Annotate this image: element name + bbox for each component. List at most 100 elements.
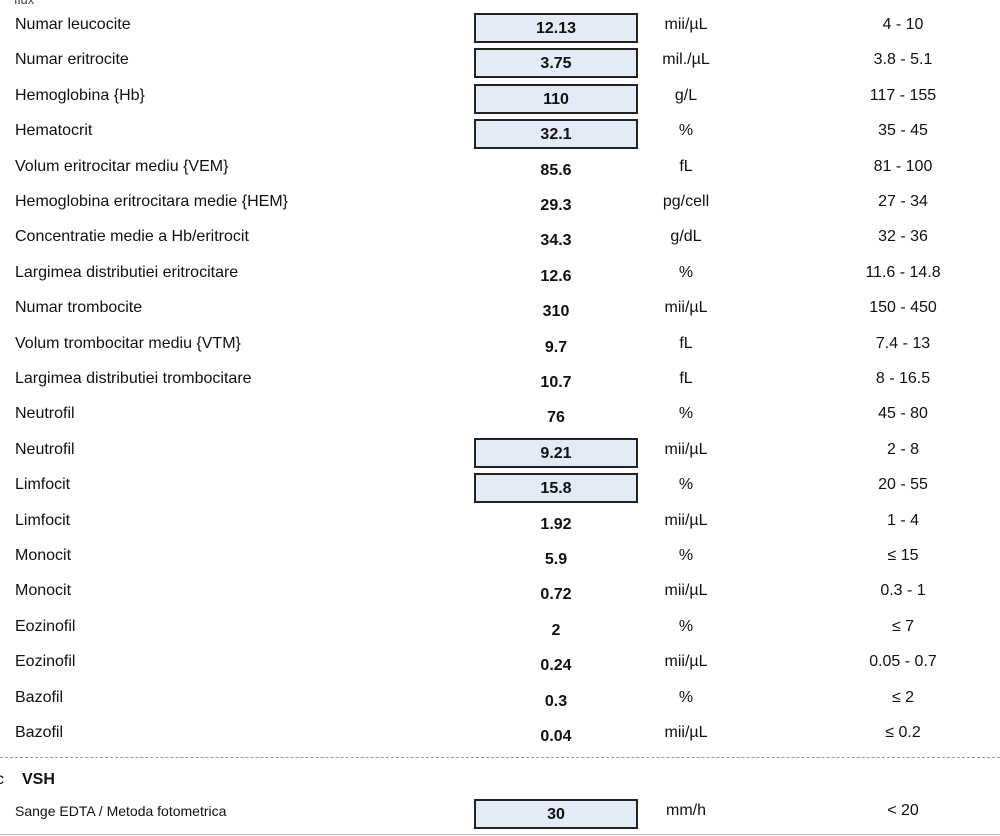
test-value: 0.24 (540, 657, 572, 675)
value-box (474, 48, 638, 79)
reference-range: ≤ 7 (891, 617, 915, 635)
value-box (474, 799, 638, 829)
test-value: 0.3 (544, 692, 568, 710)
test-value: 9.7 (544, 338, 568, 356)
cut-text: flux (14, 0, 34, 10)
reference-range: 81 - 100 (873, 157, 933, 175)
test-name: Neutrofil (15, 405, 75, 423)
test-name: Largimea distributiei eritrocitare (15, 263, 239, 281)
test-unit: % (678, 263, 694, 281)
test-value: 9.21 (540, 444, 572, 462)
test-unit: mii/µL (664, 440, 708, 458)
test-unit: mii/µL (664, 511, 708, 529)
test-unit: mii/µL (664, 299, 708, 317)
reference-range: 3.8 - 5.1 (873, 51, 933, 69)
test-name: Hemoglobina eritrocitara medie {HEM} (15, 193, 289, 210)
section-marker: c (0, 771, 4, 788)
reference-range: 27 - 34 (878, 193, 928, 210)
reference-range: < 20 (887, 802, 919, 819)
test-name: Numar eritrocite (15, 51, 129, 69)
reference-range: 7.4 - 13 (875, 334, 931, 352)
test-value: 5.9 (544, 551, 568, 568)
reference-range: ≤ 0.2 (885, 724, 921, 741)
test-name: Bazofil (15, 688, 64, 706)
test-value: 3.75 (540, 55, 572, 73)
reference-range: 0.3 - 1 (880, 582, 926, 600)
reference-range: 45 - 80 (878, 405, 928, 423)
value-box (474, 119, 638, 150)
test-unit: fL (679, 334, 693, 352)
test-name: Volum eritrocitar mediu {VEM} (15, 157, 229, 175)
test-value: 2 (551, 621, 561, 639)
test-name: Monocit (15, 547, 72, 564)
test-unit: pg/cell (662, 193, 710, 210)
reference-range: 11.6 - 14.8 (865, 263, 941, 281)
reference-range: ≤ 2 (891, 688, 915, 706)
reference-range: 8 - 16.5 (875, 370, 931, 387)
section-title: VSH (22, 771, 55, 788)
test-name: Monocit (15, 582, 72, 600)
test-name: Numar trombocite (15, 299, 143, 317)
test-name: Concentratie medie a Hb/eritrocit (15, 228, 249, 246)
test-unit: mii/µL (664, 16, 708, 33)
test-unit: mii/µL (664, 724, 708, 741)
test-name: Hemoglobina {Hb} (15, 86, 145, 104)
reference-range: 1 - 4 (886, 511, 919, 529)
test-name: Volum trombocitar mediu {VTM} (15, 334, 241, 352)
test-value: 29.3 (540, 197, 572, 214)
test-name: Limfocit (15, 476, 71, 494)
reference-range: 4 - 10 (882, 16, 924, 33)
value-box (474, 437, 638, 468)
reference-range: 150 - 450 (869, 299, 937, 317)
test-value: 30 (547, 806, 565, 823)
test-value: 12.13 (535, 20, 577, 37)
test-name: Neutrofil (15, 440, 75, 458)
test-unit: % (678, 405, 694, 423)
test-value: 32.1 (540, 126, 572, 144)
test-unit: % (678, 617, 694, 635)
reference-range: 32 - 36 (878, 228, 928, 246)
reference-range: 35 - 45 (878, 122, 928, 140)
test-value: 85.6 (540, 161, 572, 179)
test-unit: mii/µL (664, 653, 708, 671)
test-value: 0.72 (540, 586, 572, 604)
test-unit: g/dL (670, 228, 702, 246)
test-value: 310 (542, 303, 570, 321)
test-name: Sange EDTA / Metoda fotometrica (15, 803, 227, 819)
reference-range: 2 - 8 (886, 440, 919, 458)
test-unit: fL (679, 157, 693, 175)
test-unit: mil./µL (662, 51, 710, 69)
reference-range: 20 - 55 (878, 476, 928, 494)
test-value: 76 (547, 409, 565, 427)
test-name: Bazofil (15, 724, 64, 741)
test-value: 10.7 (540, 374, 572, 391)
test-unit: % (678, 122, 694, 140)
value-box (474, 473, 638, 504)
reference-range: ≤ 15 (887, 547, 919, 564)
test-name: Numar leucocite (15, 16, 131, 33)
test-name: Largimea distributiei trombocitare (15, 370, 252, 387)
test-value: 0.04 (540, 728, 572, 745)
test-name: Limfocit (15, 511, 71, 529)
test-unit: % (678, 688, 694, 706)
test-value: 12.6 (540, 267, 572, 285)
test-value: 15.8 (540, 480, 572, 498)
test-name: Hematocrit (15, 122, 93, 140)
bottom-line (0, 834, 1000, 835)
reference-range: 117 - 155 (869, 86, 937, 104)
reference-range: 0.05 - 0.7 (869, 653, 937, 671)
test-unit: % (678, 547, 694, 564)
test-unit: % (678, 476, 694, 494)
test-unit: fL (679, 370, 693, 387)
test-name: Eozinofil (15, 653, 76, 671)
test-value: 1.92 (540, 515, 572, 533)
test-value: 34.3 (540, 232, 572, 250)
separator (0, 757, 1000, 758)
value-box (474, 13, 638, 43)
test-unit: mm/h (666, 802, 706, 819)
test-name: Eozinofil (15, 617, 76, 635)
test-unit: mii/µL (664, 582, 708, 600)
value-box (474, 83, 638, 114)
test-value: 110 (543, 90, 569, 108)
